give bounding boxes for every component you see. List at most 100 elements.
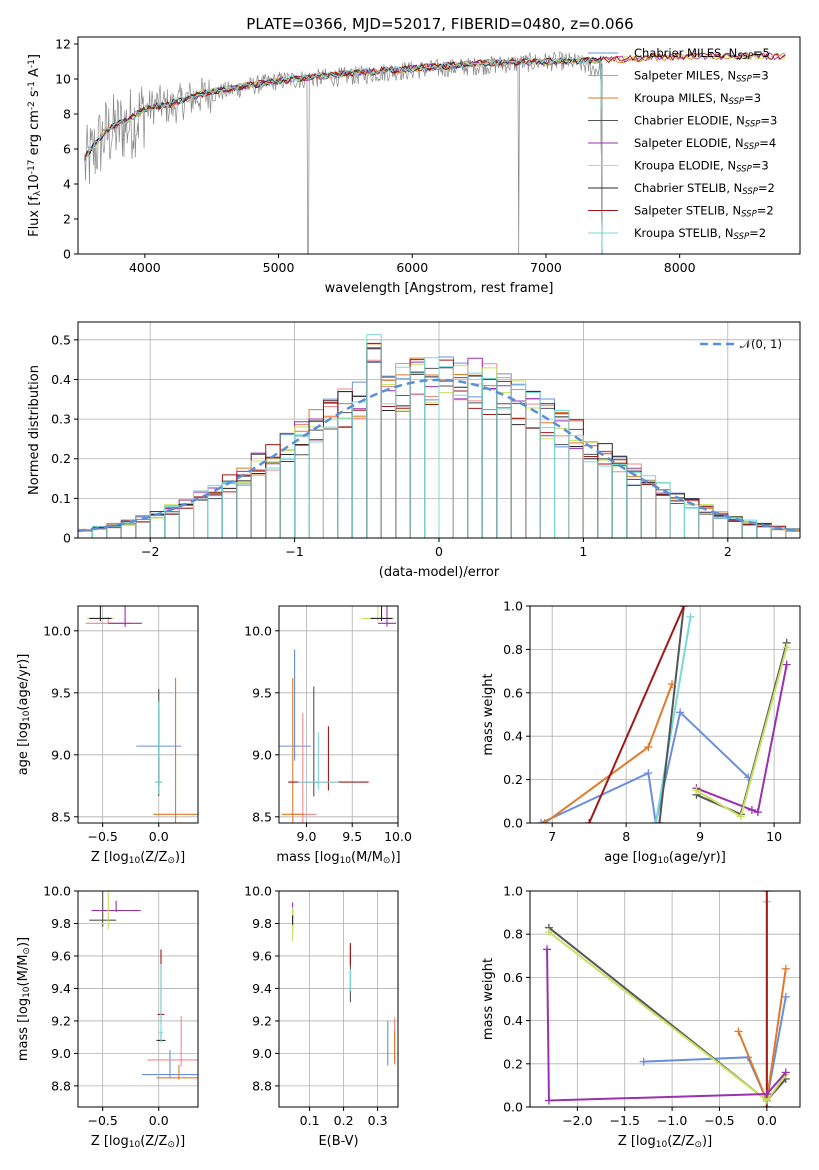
plot-area (292, 902, 396, 1066)
legend-entry: Kroupa STELIB, NSSP=2 (634, 226, 766, 242)
x-tick-label: 9.5 (342, 829, 362, 844)
x-tick-label: 10.0 (384, 829, 412, 844)
x-tick-label: −0.5 (87, 829, 117, 844)
x-tick-label: 9 (696, 829, 704, 844)
x-axis-label: age [log10(age/yr)] (604, 850, 726, 866)
y-tick-label: 0 (63, 247, 71, 262)
spectrum-model-line (84, 55, 603, 254)
x-tick-label: −1.5 (610, 1113, 640, 1128)
y-tick-label: 9.6 (51, 948, 71, 963)
axes-frame (529, 890, 801, 1108)
y-tick-label: 8.8 (252, 1078, 272, 1093)
axes-frame (529, 605, 801, 824)
mass-weight-series (540, 680, 677, 823)
panel-age-vs-z: −0.5 0.0 8.5 9.0 9.5 10.0 Z [log10(Z/Z⊙)] age [… (16, 605, 199, 866)
spectrum-model-line (84, 56, 603, 254)
legend-entry: 𝒩(0, 1) (740, 337, 782, 351)
y-tick-label: 2 (63, 212, 71, 227)
y-tick-label: 12 (55, 37, 71, 52)
y-tick-label: 9.2 (252, 1013, 272, 1028)
errorbar-point (153, 677, 198, 823)
x-tick-label: 7 (548, 829, 556, 844)
y-tick-label: 9.6 (252, 948, 272, 963)
y-axis-label: mass weight (481, 673, 496, 755)
errorbar-point (91, 900, 141, 912)
plot-area (84, 51, 786, 254)
mass-weight-series (544, 923, 790, 1105)
axes-frame (77, 890, 199, 1108)
legend-entry: Chabrier STELIB, NSSP=2 (634, 181, 775, 197)
y-tick-label: 9.4 (252, 981, 272, 996)
y-tick-label: 0.8 (503, 927, 523, 942)
y-tick-label: 8.5 (51, 809, 71, 824)
errorbar-point (158, 964, 164, 1043)
y-tick-label: 9.8 (51, 916, 71, 931)
legend-entry: Kroupa ELODIE, NSSP=3 (634, 159, 769, 175)
y-tick-label: 9.4 (51, 981, 71, 996)
x-tick-label: 0.2 (334, 1113, 354, 1128)
errorbar-point (279, 649, 312, 761)
plot-area (543, 891, 790, 1107)
y-tick-label: 9.0 (252, 1046, 272, 1061)
legend-entry: Salpeter STELIB, NSSP=2 (634, 204, 774, 220)
y-tick-label: 9.2 (51, 1013, 71, 1028)
y-axis-label: age [log10(age/yr)] (16, 654, 32, 776)
panel-age-vs-mass: 9.0 9.5 10.0 8.5 9.0 9.5 10.0 mass [log10(M/M⊙)… (244, 605, 412, 866)
errorbar-point (377, 606, 397, 627)
y-tick-label: 9.0 (51, 1046, 71, 1061)
gaussian-reference-line (78, 378, 800, 533)
x-tick-label: −2 (141, 544, 159, 559)
y-axis-label: Normed distribution (27, 365, 42, 495)
x-axis-label: Z [log10(Z/Z⊙)] (91, 850, 185, 866)
legend-entry: Chabrier MILES, NSSP=5 (634, 46, 770, 62)
x-tick-label: 8000 (664, 260, 696, 275)
y-tick-label: 0.0 (503, 816, 523, 831)
x-axis-label: Z [log10(Z/Z⊙)] (618, 1134, 712, 1150)
x-tick-label: 8 (622, 829, 630, 844)
spectrum-model-line (84, 56, 603, 254)
x-tick-label: 2 (724, 544, 732, 559)
mass-weight-series (651, 612, 695, 823)
errorbar-point (147, 1016, 198, 1067)
panel-mass-vs-ebv: 0.1 0.2 0.3 8.8 9.0 9.2 9.4 9.6 9.8 10.0 E(B-V) (244, 884, 399, 1149)
y-tick-label: 0.1 (51, 491, 71, 506)
errorbar-point (89, 606, 112, 622)
errorbar-point (298, 732, 339, 790)
panel-mass-weight-vs-z: −2.0 −1.5 −1.0 −0.5 0.0 0.0 0.2 0.4 0.6 0.8 1.0 Z [… (481, 884, 801, 1150)
errorbar-point (155, 701, 163, 795)
y-tick-label: 10.0 (244, 623, 272, 638)
x-tick-label: 5000 (263, 260, 295, 275)
errorbar-point (281, 677, 304, 823)
x-tick-label: 6000 (396, 260, 428, 275)
spectrum-model-line (84, 51, 786, 159)
legend-entry: Kroupa MILES, NSSP=3 (634, 91, 761, 107)
errorbar-point (370, 606, 393, 622)
figure-title: PLATE=0366, MJD=52017, FIBERID=0480, z=0… (246, 15, 633, 33)
y-axis-label: Flux [fλ10-17 erg cm-2 s-1 A-1] (27, 54, 43, 237)
y-tick-label: 9.8 (252, 916, 272, 931)
y-tick-label: 6 (63, 142, 71, 157)
x-tick-label: 7000 (530, 260, 562, 275)
y-tick-label: 8.8 (51, 1078, 71, 1093)
y-tick-label: 8 (63, 107, 71, 122)
errorbar-point (141, 1050, 198, 1079)
axes-frame (77, 605, 199, 824)
x-axis-label: (data-model)/error (379, 565, 500, 580)
x-tick-label: 0.3 (368, 1113, 388, 1128)
y-tick-label: 0.4 (503, 729, 523, 744)
y-tick-label: 10 (55, 72, 71, 87)
errorbar-point (108, 606, 142, 628)
mass-weight-series (692, 638, 791, 819)
x-tick-label: −0.5 (87, 1113, 117, 1128)
y-tick-label: 10.0 (43, 623, 71, 638)
x-axis-label: mass [log10(M/M⊙)] (276, 850, 400, 866)
y-tick-label: 1.0 (503, 884, 523, 899)
x-tick-label: −2.0 (562, 1113, 592, 1128)
spectrum-model-line (84, 52, 786, 158)
plot-area (85, 606, 198, 823)
x-tick-label: −0.5 (704, 1113, 734, 1128)
panel-spectrum: 4000 5000 6000 7000 8000 0 2 4 6 8 10 12 wavelength … (27, 36, 801, 296)
y-tick-label: 0.6 (503, 685, 523, 700)
y-tick-label: 0.3 (51, 412, 71, 427)
panel-mass-vs-z: −0.5 0.0 8.8 9.0 9.2 9.4 9.6 9.8 10.0 Z [log10(Z/… (16, 884, 199, 1150)
